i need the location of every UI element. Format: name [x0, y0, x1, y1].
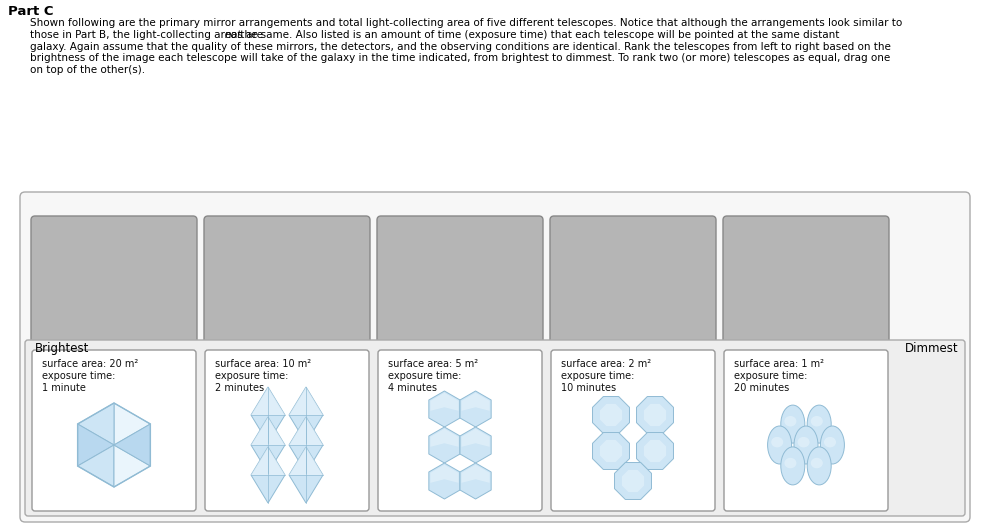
- Polygon shape: [429, 391, 460, 427]
- FancyBboxPatch shape: [32, 350, 196, 511]
- Polygon shape: [593, 396, 630, 434]
- FancyBboxPatch shape: [31, 216, 197, 344]
- Polygon shape: [289, 417, 323, 473]
- Polygon shape: [289, 417, 323, 445]
- Text: Shown following are the primary mirror arrangements and total light-collecting a: Shown following are the primary mirror a…: [30, 18, 902, 28]
- Text: on top of the other(s).: on top of the other(s).: [30, 65, 146, 75]
- Polygon shape: [114, 424, 150, 466]
- Ellipse shape: [781, 405, 805, 443]
- Polygon shape: [461, 465, 490, 483]
- FancyBboxPatch shape: [205, 350, 369, 511]
- Text: Part C: Part C: [8, 5, 53, 18]
- Text: 4 minutes: 4 minutes: [388, 383, 437, 393]
- Text: those in Part B, the light-collecting areas are: those in Part B, the light-collecting ar…: [30, 30, 266, 40]
- Ellipse shape: [798, 437, 810, 447]
- Polygon shape: [460, 391, 491, 427]
- Polygon shape: [77, 445, 114, 487]
- Polygon shape: [251, 417, 285, 473]
- Polygon shape: [431, 465, 458, 483]
- Polygon shape: [251, 417, 285, 445]
- Ellipse shape: [811, 416, 823, 426]
- Ellipse shape: [781, 447, 805, 485]
- Ellipse shape: [824, 437, 836, 447]
- Ellipse shape: [767, 426, 792, 464]
- Ellipse shape: [811, 458, 823, 468]
- Polygon shape: [289, 387, 323, 415]
- Polygon shape: [461, 393, 490, 411]
- FancyBboxPatch shape: [551, 350, 715, 511]
- Polygon shape: [637, 433, 673, 469]
- Text: not: not: [225, 30, 242, 40]
- Text: Dimmest: Dimmest: [905, 342, 958, 355]
- Text: exposure time:: exposure time:: [42, 371, 116, 381]
- Polygon shape: [615, 463, 651, 499]
- Ellipse shape: [821, 426, 844, 464]
- Polygon shape: [77, 424, 114, 466]
- Text: surface area: 2 m²: surface area: 2 m²: [561, 359, 651, 369]
- Text: surface area: 10 m²: surface area: 10 m²: [215, 359, 311, 369]
- Polygon shape: [637, 396, 673, 434]
- Ellipse shape: [784, 458, 796, 468]
- FancyBboxPatch shape: [723, 216, 889, 344]
- Polygon shape: [460, 427, 491, 463]
- Text: Brightest: Brightest: [35, 342, 89, 355]
- Polygon shape: [289, 447, 323, 503]
- Polygon shape: [593, 433, 630, 469]
- Polygon shape: [251, 447, 285, 475]
- Polygon shape: [77, 403, 114, 445]
- Text: 20 minutes: 20 minutes: [734, 383, 789, 393]
- Polygon shape: [251, 447, 285, 503]
- Polygon shape: [600, 440, 622, 462]
- Polygon shape: [114, 403, 150, 445]
- Polygon shape: [114, 445, 150, 487]
- Polygon shape: [429, 463, 460, 499]
- Polygon shape: [289, 447, 323, 475]
- Polygon shape: [429, 427, 460, 463]
- Text: galaxy. Again assume that the quality of these mirrors, the detectors, and the o: galaxy. Again assume that the quality of…: [30, 41, 891, 51]
- Text: exposure time:: exposure time:: [561, 371, 635, 381]
- Polygon shape: [461, 429, 490, 447]
- Text: the same. Also listed is an amount of time (exposure time) that each telescope w: the same. Also listed is an amount of ti…: [237, 30, 839, 40]
- FancyBboxPatch shape: [724, 350, 888, 511]
- Text: exposure time:: exposure time:: [215, 371, 288, 381]
- Polygon shape: [251, 387, 285, 415]
- Polygon shape: [251, 387, 285, 443]
- Text: brightness of the image each telescope will take of the galaxy in the time indic: brightness of the image each telescope w…: [30, 54, 890, 64]
- Ellipse shape: [807, 405, 832, 443]
- FancyBboxPatch shape: [378, 350, 542, 511]
- Text: 1 minute: 1 minute: [42, 383, 86, 393]
- Text: those in Part B, the light-collecting areas are: those in Part B, the light-collecting ar…: [30, 30, 266, 40]
- Text: surface area: 1 m²: surface area: 1 m²: [734, 359, 824, 369]
- Text: surface area: 20 m²: surface area: 20 m²: [42, 359, 139, 369]
- Text: exposure time:: exposure time:: [734, 371, 808, 381]
- FancyBboxPatch shape: [204, 216, 370, 344]
- Text: 10 minutes: 10 minutes: [561, 383, 616, 393]
- FancyBboxPatch shape: [25, 340, 965, 516]
- Ellipse shape: [794, 426, 818, 464]
- Polygon shape: [460, 463, 491, 499]
- Polygon shape: [431, 429, 458, 447]
- Polygon shape: [644, 440, 666, 462]
- Ellipse shape: [807, 447, 832, 485]
- Text: surface area: 5 m²: surface area: 5 m²: [388, 359, 478, 369]
- FancyBboxPatch shape: [20, 192, 970, 522]
- FancyBboxPatch shape: [550, 216, 716, 344]
- Polygon shape: [644, 404, 666, 426]
- Polygon shape: [600, 404, 622, 426]
- FancyBboxPatch shape: [377, 216, 543, 344]
- Polygon shape: [431, 393, 458, 411]
- Text: exposure time:: exposure time:: [388, 371, 461, 381]
- Polygon shape: [289, 387, 323, 443]
- Ellipse shape: [771, 437, 783, 447]
- Ellipse shape: [784, 416, 796, 426]
- Text: 2 minutes: 2 minutes: [215, 383, 264, 393]
- Polygon shape: [622, 470, 644, 492]
